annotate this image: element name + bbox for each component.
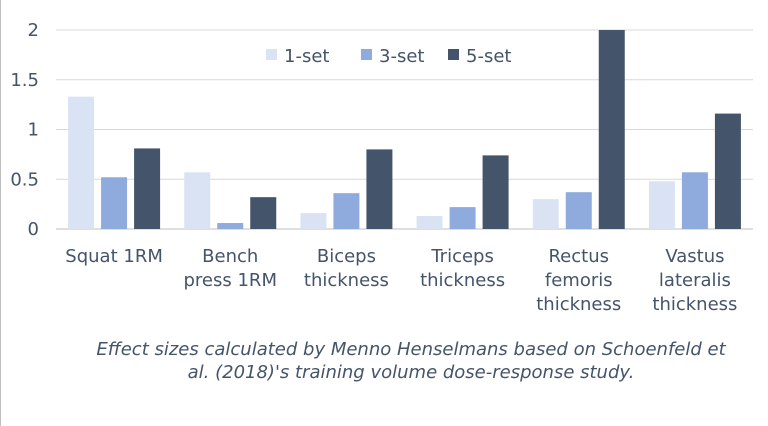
bar-3-set (333, 193, 360, 229)
category-label: thickness (536, 294, 621, 315)
y-tick-label: 2 (28, 20, 39, 41)
legend-swatch-3-set (361, 49, 372, 60)
bar-1-set (416, 216, 443, 229)
legend-swatch-1-set (266, 49, 277, 60)
bar-3-set (565, 192, 592, 229)
category-label: femoris (545, 270, 613, 291)
legend-label-5-set: 5-set (466, 46, 511, 67)
bar-5-set (366, 149, 393, 229)
legend-label-1-set: 1-set (284, 46, 329, 67)
bar-1-set (532, 199, 559, 229)
bar-1-set (68, 96, 95, 229)
category-label: Rectus (548, 246, 609, 267)
bar-1-set (300, 213, 327, 229)
category-label: thickness (652, 294, 737, 315)
legend-label-3-set: 3-set (379, 46, 424, 67)
y-tick-label: 0.5 (10, 169, 39, 190)
y-tick-label: 1.5 (10, 70, 39, 91)
bar-5-set (134, 148, 161, 229)
legend-swatch-5-set (448, 49, 459, 60)
category-label: Squat 1RM (65, 246, 163, 267)
category-label: thickness (420, 270, 505, 291)
category-label: lateralis (659, 270, 731, 291)
bar-3-set (681, 172, 708, 229)
bar-3-set (449, 207, 476, 229)
bar-3-set (101, 177, 128, 229)
y-tick-label: 0 (28, 219, 39, 240)
category-label: Biceps (317, 246, 376, 267)
bar-5-set (482, 155, 509, 229)
bar-1-set (184, 172, 211, 229)
category-label: Bench (202, 246, 258, 267)
bar-5-set (714, 113, 741, 229)
category-label: press 1RM (184, 270, 277, 291)
bar-3-set (217, 223, 244, 229)
bar-5-set (598, 30, 625, 229)
category-label: thickness (304, 270, 389, 291)
category-label: Triceps (430, 246, 494, 267)
chart-caption: Effect sizes calculated by Menno Henselm… (96, 339, 726, 383)
bar-5-set (250, 197, 277, 229)
bar-1-set (648, 181, 675, 229)
bar-chart: 0 0.5 1 1.5 2 Squat 1RM Bench press 1RM Biceps th… (10, 20, 753, 315)
y-tick-label: 1 (28, 120, 39, 141)
category-label: Vastus (665, 246, 724, 267)
